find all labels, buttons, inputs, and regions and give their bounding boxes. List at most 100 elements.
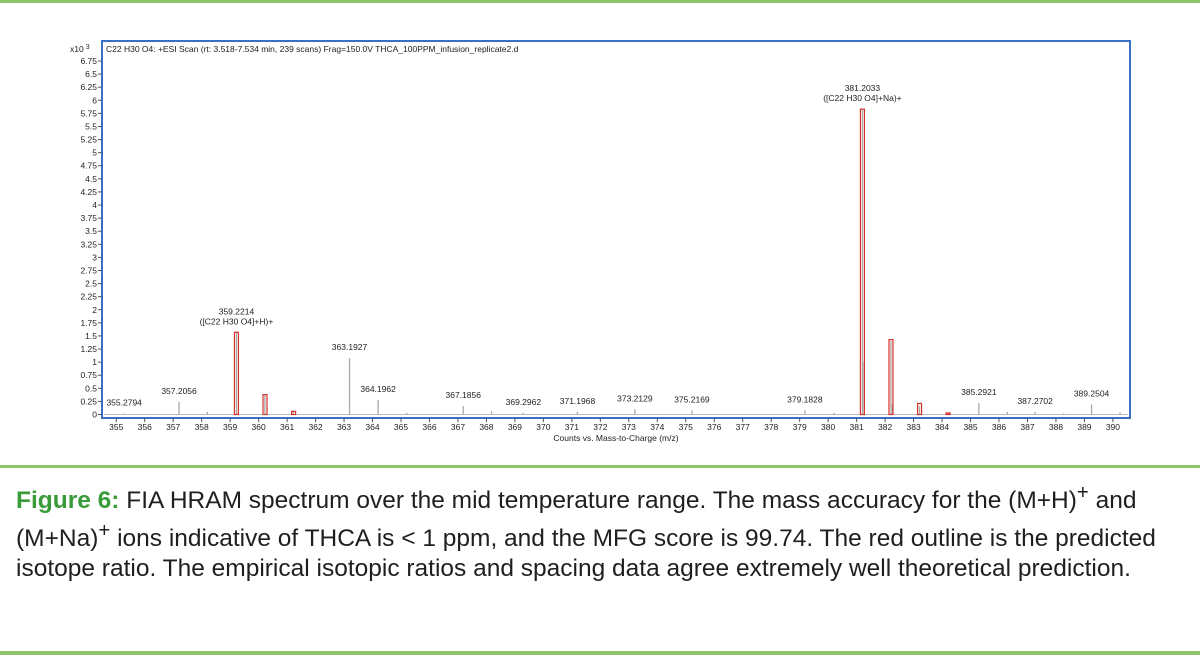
x-tick-label: 364 xyxy=(365,422,379,432)
y-tick-label: 6.5 xyxy=(85,69,97,79)
y-tick-label: 4.25 xyxy=(80,187,97,197)
peak-mz-label: 373.2129 xyxy=(617,393,653,403)
y-multiplier-label: x10 3 xyxy=(70,44,90,54)
caption-text-part1: FIA HRAM spectrum over the mid temperatu… xyxy=(119,487,1077,515)
y-tick-label: 5 xyxy=(92,148,97,158)
y-tick-label: 0.5 xyxy=(85,383,97,393)
predicted-isotope-bar xyxy=(262,393,268,416)
x-tick-label: 368 xyxy=(479,422,493,432)
peak-mz-label: 359.2214 xyxy=(219,306,255,316)
caption-top-rule xyxy=(0,465,1200,468)
x-tick-label: 362 xyxy=(308,422,322,432)
x-tick-label: 369 xyxy=(508,422,522,432)
x-tick-label: 371 xyxy=(565,422,579,432)
x-tick-label: 361 xyxy=(280,422,294,432)
x-tick-label: 366 xyxy=(422,422,436,432)
y-tick-label: 1.5 xyxy=(85,331,97,341)
x-tick-label: 379 xyxy=(793,422,807,432)
x-tick-label: 383 xyxy=(906,422,920,432)
x-tick-label: 355 xyxy=(109,422,123,432)
y-tick-label: 1.25 xyxy=(80,344,97,354)
y-tick-label: 6.75 xyxy=(80,56,97,66)
x-tick-label: 374 xyxy=(650,422,664,432)
predicted-isotope-bar xyxy=(859,108,866,416)
x-tick-label: 390 xyxy=(1106,422,1120,432)
peak-mz-label: 387.2702 xyxy=(1017,396,1053,406)
y-tick-label: 3.25 xyxy=(80,239,97,249)
peak-ion-label: ([C22 H30 O4]+H)+ xyxy=(200,316,274,326)
x-tick-label: 385 xyxy=(963,422,977,432)
x-tick-label: 380 xyxy=(821,422,835,432)
y-tick-label: 4.5 xyxy=(85,174,97,184)
peak-labels: 355.2794 357.2056 359.2214([C22 H30 O4]+H)… xyxy=(106,83,1109,407)
x-tick-label: 373 xyxy=(622,422,636,432)
caption-sup-2: + xyxy=(98,520,111,543)
y-tick-label: 2.75 xyxy=(80,265,97,275)
chart-title: C22 H30 O4: +ESI Scan (rt: 3.518-7.534 m… xyxy=(106,44,519,54)
peak-mz-label: 369.2962 xyxy=(506,397,542,407)
x-tick-label: 377 xyxy=(736,422,750,432)
x-tick-label: 363 xyxy=(337,422,351,432)
y-tick-label: 1 xyxy=(92,357,97,367)
y-tick-label: 6.25 xyxy=(80,82,97,92)
peak-mz-label: 357.2056 xyxy=(161,386,197,396)
peak-ion-label: ([C22 H30 O4]+Na)+ xyxy=(823,93,901,103)
peak-mz-label: 381.2033 xyxy=(845,83,881,93)
y-tick-label: 3.75 xyxy=(80,213,97,223)
x-tick-label: 387 xyxy=(1020,422,1034,432)
peak-mz-label: 363.1927 xyxy=(332,342,368,352)
predicted-isotope-bar xyxy=(290,410,297,416)
x-tick-label: 359 xyxy=(223,422,237,432)
predicted-isotope-bar xyxy=(945,412,951,416)
x-tick-label: 381 xyxy=(850,422,864,432)
x-tick-label: 367 xyxy=(451,422,465,432)
y-tick-label: 2 xyxy=(92,305,97,315)
y-tick-label: 1.75 xyxy=(80,318,97,328)
peak-mz-label: 364.1962 xyxy=(360,384,396,394)
x-tick-label: 365 xyxy=(394,422,408,432)
predicted-isotope-bar xyxy=(233,331,240,416)
peak-mz-label: 385.2921 xyxy=(961,387,997,397)
x-axis: 355 356 357 358 359 360 361 362 363 364 365 366 367 3… xyxy=(109,418,1120,432)
y-tick-label: 3.5 xyxy=(85,226,97,236)
y-tick-label: 4.75 xyxy=(80,161,97,171)
y-tick-label: 5.75 xyxy=(80,108,97,118)
peak-mz-label: 371.1968 xyxy=(560,396,596,406)
x-tick-label: 372 xyxy=(593,422,607,432)
peak-mz-label: 355.2794 xyxy=(106,397,142,407)
peak-mz-label: 367.1856 xyxy=(446,390,482,400)
bottom-rule xyxy=(0,651,1200,655)
x-tick-label: 360 xyxy=(252,422,266,432)
caption-label: Figure 6: xyxy=(16,487,120,515)
top-rule xyxy=(0,0,1200,3)
peak-mz-label: 389.2504 xyxy=(1074,389,1110,399)
x-tick-label: 356 xyxy=(138,422,152,432)
y-tick-label: 3 xyxy=(92,252,97,262)
x-tick-label: 386 xyxy=(992,422,1006,432)
y-tick-label: 6 xyxy=(92,95,97,105)
y-tick-label: 5.25 xyxy=(80,135,97,145)
x-tick-label: 384 xyxy=(935,422,949,432)
plot-frame xyxy=(101,40,1131,419)
predicted-isotope-bar xyxy=(916,402,923,416)
y-tick-label: 2.25 xyxy=(80,292,97,302)
y-tick-label: 0 xyxy=(92,410,97,420)
figure-caption: Figure 6: FIA HRAM spectrum over the mid… xyxy=(16,478,1188,584)
x-tick-label: 370 xyxy=(536,422,550,432)
caption-text-part3: ions indicative of THCA is < 1 ppm, and … xyxy=(16,525,1156,583)
x-tick-label: 357 xyxy=(166,422,180,432)
x-tick-label: 388 xyxy=(1049,422,1063,432)
predicted-isotope-bars xyxy=(233,108,951,416)
x-tick-label: 358 xyxy=(195,422,209,432)
y-tick-label: 4 xyxy=(92,200,97,210)
peak-mz-label: 379.1828 xyxy=(787,394,823,404)
y-tick-label: 0.25 xyxy=(80,396,97,406)
peak-mz-label: 375.2169 xyxy=(674,394,710,404)
predicted-isotope-bar xyxy=(888,339,894,416)
x-tick-label: 375 xyxy=(679,422,693,432)
x-tick-label: 376 xyxy=(707,422,721,432)
y-multiplier-base: x10 xyxy=(70,44,84,54)
x-tick-label: 378 xyxy=(764,422,778,432)
caption-sup-1: + xyxy=(1076,482,1089,504)
y-tick-label: 0.75 xyxy=(80,370,97,380)
